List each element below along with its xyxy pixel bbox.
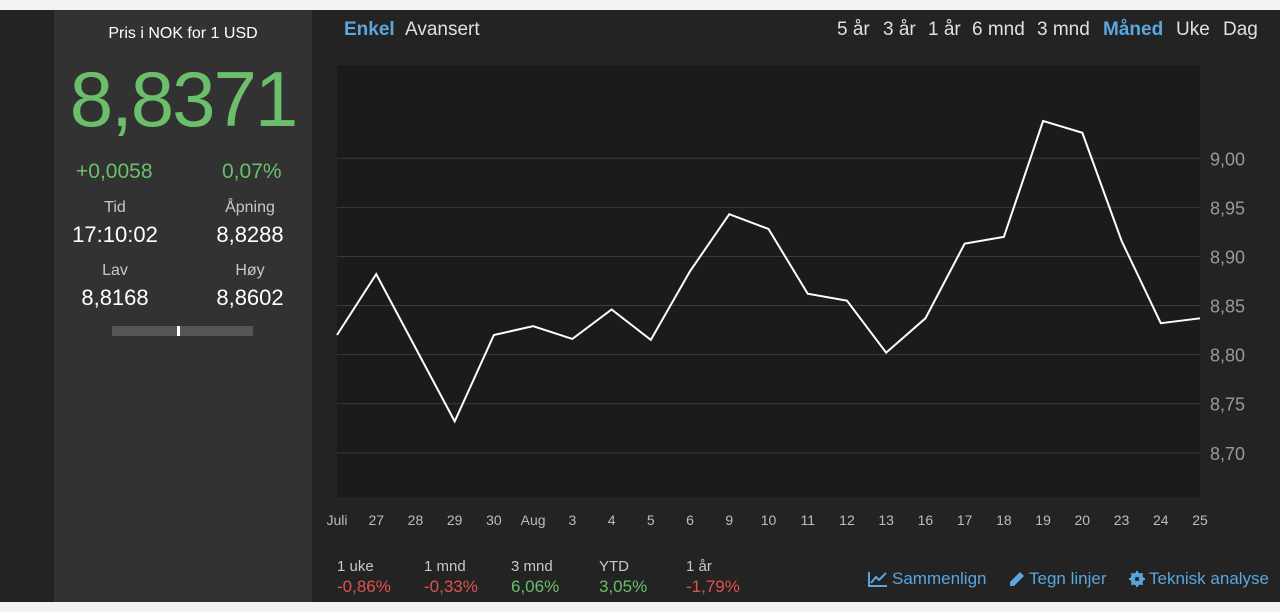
price-line-chart: 9,00 8,95 8,90 8,85 8,80 8,75 8,70 Juli 27 28 29 30… [326,65,1245,528]
x-tick-label: 18 [996,512,1012,528]
period-6-months[interactable]: 6 mnd [972,19,1025,40]
perf-1-month-label: 1 mnd [424,558,466,575]
time-label: Tid [104,199,126,216]
technical-analysis-button[interactable]: Teknisk analyse [1129,569,1269,589]
perf-ytd-label: YTD [599,558,629,575]
gear-icon [1129,571,1145,587]
app-frame: Pris i NOK for 1 USD 8,8371 +0,0058 0,07… [0,10,1280,602]
x-tick-label: 27 [368,512,384,528]
period-3-months[interactable]: 3 mnd [1037,19,1090,40]
change-absolute: +0,0058 [76,160,153,183]
perf-1-week-value: -0,86% [337,577,391,596]
high-value: 8,8602 [216,285,284,310]
draw-lines-label: Tegn linjer [1029,569,1107,588]
x-tick-label: 28 [408,512,424,528]
quote-title: Pris i NOK for 1 USD [108,25,258,42]
day-range-marker [177,326,181,336]
x-tick-label: 29 [447,512,463,528]
x-tick-label: 13 [878,512,894,528]
y-tick-label: 8,75 [1210,395,1245,415]
line-chart-icon [868,572,887,587]
x-tick-label: 3 [568,512,576,528]
x-tick-label: 9 [725,512,733,528]
chart-panel: Enkel Avansert 5 år 3 år 1 år 6 mnd 3 mn… [312,10,1280,602]
current-price: 8,8371 [69,55,299,143]
draw-lines-button[interactable]: Tegn linjer [1009,569,1107,589]
perf-1-week-label: 1 uke [337,558,374,575]
x-tick-label: 12 [839,512,855,528]
open-value: 8,8288 [216,222,284,247]
perf-3-months-label: 3 mnd [511,558,553,575]
perf-1-month-value: -0,33% [424,577,478,596]
x-tick-label: 11 [800,512,815,528]
pencil-icon [1010,572,1024,586]
perf-3-months-value: 6,06% [511,577,560,596]
quote-sidebar: Pris i NOK for 1 USD 8,8371 +0,0058 0,07… [54,10,312,602]
x-tick-label: 24 [1153,512,1169,528]
y-tick-label: 8,95 [1210,198,1245,218]
period-week[interactable]: Uke [1176,19,1210,40]
x-tick-label: 16 [918,512,934,528]
perf-1-year-value: -1,79% [686,577,740,596]
day-range-bar [112,326,253,336]
period-month[interactable]: Måned [1103,19,1164,40]
x-tick-label: 19 [1035,512,1051,528]
change-percent: 0,07% [222,160,282,183]
low-label: Lav [102,262,128,279]
compare-button[interactable]: Sammenlign [868,569,987,589]
high-label: Høy [235,262,265,279]
x-tick-label: 6 [686,512,694,528]
perf-1-year-label: 1 år [686,558,712,575]
y-tick-label: 8,85 [1210,297,1245,317]
technical-analysis-label: Teknisk analyse [1149,569,1270,588]
time-value: 17:10:02 [72,222,158,247]
x-tick-label: 23 [1114,512,1130,528]
y-tick-label: 8,70 [1210,444,1245,464]
y-tick-label: 9,00 [1210,149,1245,169]
x-tick-label: 10 [761,512,777,528]
period-3-years[interactable]: 3 år [883,19,916,40]
x-tick-label: 5 [647,512,655,528]
low-value: 8,8168 [81,285,149,310]
x-tick-label: Aug [521,512,546,528]
tab-enkel[interactable]: Enkel [344,19,395,40]
y-tick-label: 8,80 [1210,346,1245,366]
open-label: Åpning [225,199,275,216]
plot-background [337,65,1200,497]
x-tick-label: 17 [957,512,973,528]
period-day[interactable]: Dag [1223,19,1258,40]
y-tick-label: 8,90 [1210,247,1245,267]
x-tick-label: 4 [608,512,616,528]
period-1-year[interactable]: 1 år [928,19,961,40]
x-tick-label: Juli [326,512,347,528]
tab-avansert[interactable]: Avansert [405,19,480,40]
left-margin [0,10,54,602]
x-tick-label: 20 [1075,512,1091,528]
period-5-years[interactable]: 5 år [837,19,870,40]
x-tick-label: 30 [486,512,502,528]
compare-label: Sammenlign [892,569,987,588]
x-tick-label: 25 [1192,512,1208,528]
perf-ytd-value: 3,05% [599,577,648,596]
